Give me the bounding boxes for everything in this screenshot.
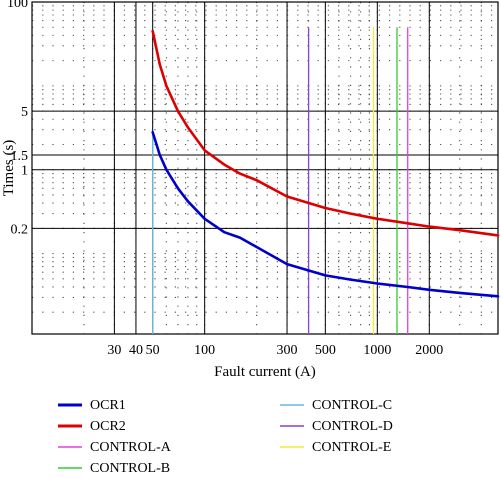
x-tick-label: 30 <box>107 343 121 358</box>
series-curve-ocr2 <box>151 29 500 237</box>
x-tick-label: 300 <box>277 343 298 358</box>
x-tick-label: 1000 <box>363 343 391 358</box>
y-tick-label: 1 <box>21 164 28 179</box>
plot-frame <box>31 1 499 335</box>
y-tick-label: 0.2 <box>11 222 29 237</box>
legend-label-control-d: CONTROL-D <box>312 419 393 434</box>
legend-label-control-e: CONTROL-E <box>312 440 391 455</box>
x-tick-label: 500 <box>315 343 336 358</box>
y-axis-title: Times (s) <box>1 140 17 197</box>
x-tick-label: 2000 <box>415 343 443 358</box>
y-tick-label: 100 <box>7 0 28 11</box>
legend-label-control-b: CONTROL-B <box>90 461 170 476</box>
series-curve-ocr1 <box>151 130 500 298</box>
legend-label-control-c: CONTROL-C <box>312 398 392 413</box>
x-tick-label: 50 <box>146 343 160 358</box>
y-tick-label: 1.5 <box>11 149 29 164</box>
legend-label-ocr2: OCR2 <box>90 419 126 434</box>
plot-area <box>32 2 498 334</box>
y-tick-label: 5 <box>21 105 28 120</box>
x-tick-label: 100 <box>194 343 215 358</box>
legend-label-ocr1: OCR1 <box>90 398 126 413</box>
legend-label-control-a: CONTROL-A <box>90 440 172 455</box>
x-tick-label: 40 <box>129 343 143 358</box>
x-axis-title: Fault current (A) <box>214 364 316 380</box>
legend: OCR1 OCR2 CONTROL-A CONTROL-B CONTROL-C CONTR… <box>58 398 393 476</box>
